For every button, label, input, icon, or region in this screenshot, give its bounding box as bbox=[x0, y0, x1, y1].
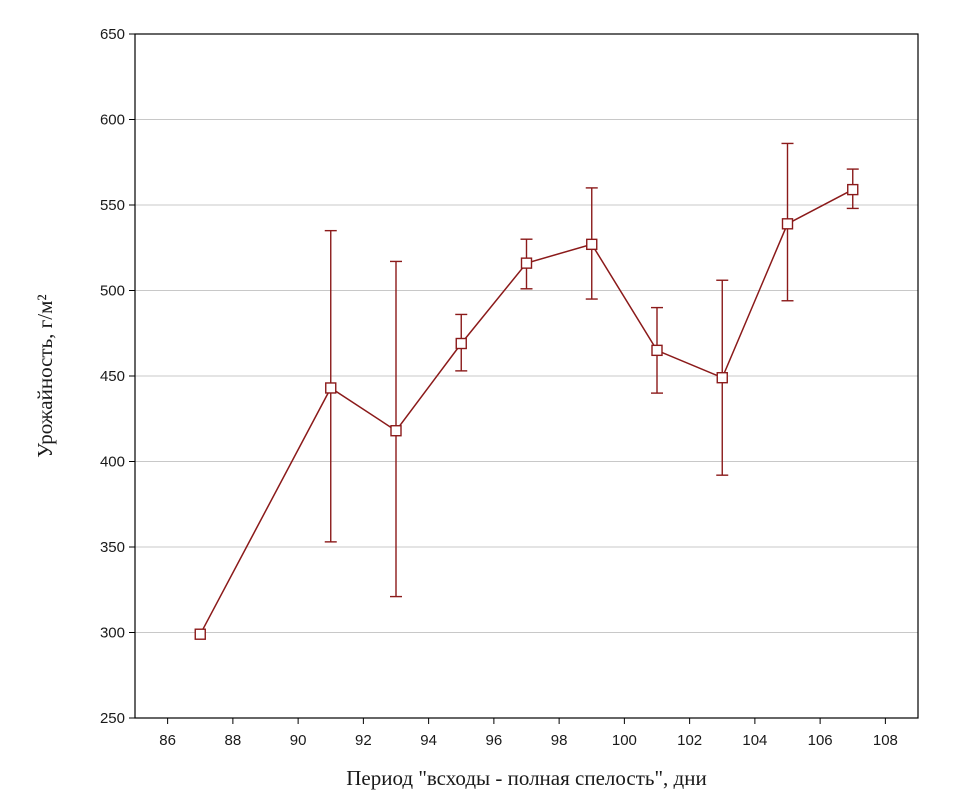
y-tick-label: 600 bbox=[100, 112, 125, 129]
x-tick-label: 100 bbox=[612, 732, 637, 749]
data-point-marker bbox=[194, 628, 206, 640]
data-point-marker bbox=[651, 344, 663, 357]
x-tick-label: 98 bbox=[551, 732, 568, 749]
x-tick-label: 90 bbox=[290, 732, 307, 749]
y-tick-label: 350 bbox=[100, 539, 125, 556]
y-tick-label: 500 bbox=[100, 283, 125, 300]
x-tick-label: 108 bbox=[873, 732, 898, 749]
y-tick-label: 550 bbox=[100, 197, 125, 214]
data-point-marker bbox=[781, 218, 794, 230]
x-tick-label: 96 bbox=[486, 732, 503, 749]
data-point-marker bbox=[847, 183, 859, 196]
data-point-marker bbox=[390, 425, 402, 437]
x-tick-label: 104 bbox=[742, 732, 767, 749]
data-point-marker bbox=[520, 257, 533, 269]
axis-ticks: 250 300 350 400 450 500 550 600 650 86 88 90 92 94 96 9… bbox=[100, 26, 898, 749]
y-tick-label: 300 bbox=[100, 625, 125, 642]
data-point-marker bbox=[455, 337, 467, 350]
data-point-marker bbox=[325, 382, 337, 394]
y-tick-label: 650 bbox=[100, 26, 125, 43]
y-tick-label: 400 bbox=[100, 454, 125, 471]
x-tick-label: 94 bbox=[420, 732, 437, 749]
grid-lines bbox=[135, 33, 918, 719]
y-axis-title: Урожайность, г/м² bbox=[33, 294, 57, 457]
data-series bbox=[194, 142, 859, 640]
y-tick-label: 250 bbox=[100, 710, 125, 727]
x-tick-label: 86 bbox=[159, 732, 176, 749]
data-point-marker bbox=[586, 238, 598, 251]
x-tick-label: 92 bbox=[355, 732, 372, 749]
x-tick-label: 106 bbox=[808, 732, 833, 749]
data-point-marker bbox=[716, 372, 728, 384]
x-axis-title: Период "всходы - полная спелость", дни bbox=[346, 766, 706, 790]
x-tick-label: 102 bbox=[677, 732, 702, 749]
x-tick-label: 88 bbox=[225, 732, 242, 749]
y-tick-label: 450 bbox=[100, 368, 125, 385]
series-line bbox=[199, 188, 854, 635]
